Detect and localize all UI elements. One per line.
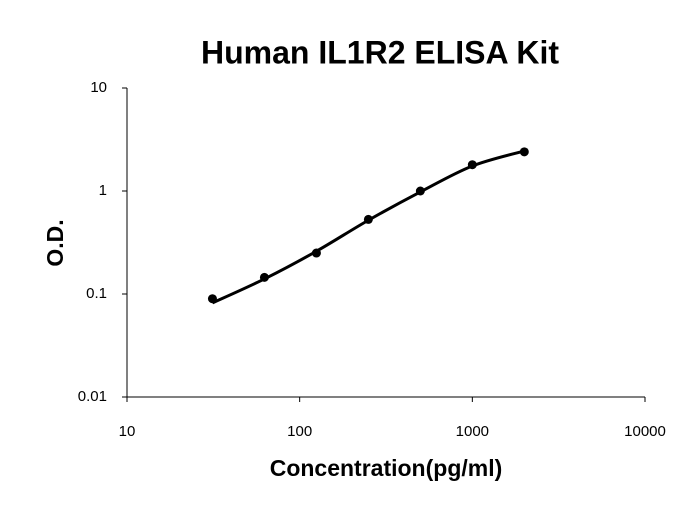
data-point xyxy=(415,186,425,196)
data-point xyxy=(467,160,477,170)
x-tick-label: 1000 xyxy=(456,423,489,440)
x-tick-label: 100 xyxy=(287,423,312,440)
y-tick-label: 0.01 xyxy=(78,388,107,405)
y-axis-label: O.D. xyxy=(42,219,68,266)
chart-title: Human IL1R2 ELISA Kit xyxy=(201,34,559,70)
y-tick-label: 0.1 xyxy=(86,285,107,302)
fit-curve xyxy=(211,149,525,305)
y-tick-label: 10 xyxy=(90,79,107,96)
data-point xyxy=(207,294,217,304)
data-point xyxy=(519,147,529,157)
data-point xyxy=(259,272,269,282)
x-tick-label: 10 xyxy=(119,423,136,440)
data-point xyxy=(311,248,321,258)
x-tick-label: 10000 xyxy=(624,423,666,440)
data-point xyxy=(363,214,373,224)
x-axis-label: Concentration(pg/ml) xyxy=(270,455,503,481)
y-tick-label: 1 xyxy=(99,182,107,199)
